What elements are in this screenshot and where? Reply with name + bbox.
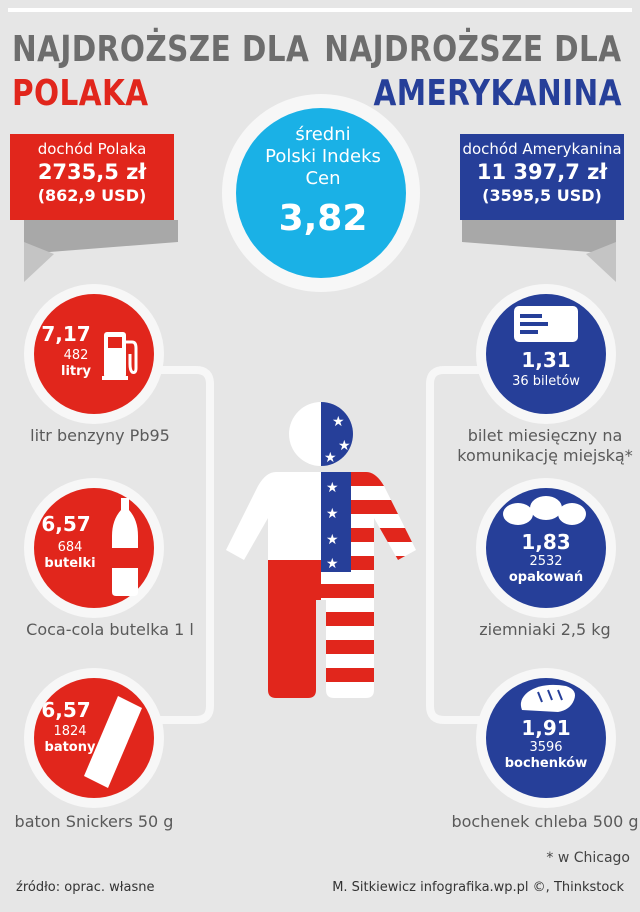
fuel-pump-icon xyxy=(102,332,138,380)
left-ribbon-fold xyxy=(24,220,178,254)
us-item-1-caption-2: komunikację miejską* xyxy=(457,446,633,465)
credits-text: M. Sitkiewicz infografika.wp.pl ©, Think… xyxy=(332,880,624,895)
bottle-icon xyxy=(112,498,138,596)
head-right xyxy=(321,402,353,466)
income-us-amount: 11 397,7 zł xyxy=(476,160,608,184)
right-header-top: NAJDROŻSZE DLA xyxy=(324,29,622,70)
svg-text:★: ★ xyxy=(324,450,337,466)
us-item-1-caption-1: bilet miesięczny na xyxy=(467,426,623,445)
income-pl-label: dochód Polaka xyxy=(37,140,147,158)
person-figure: ★ ★ ★ ★ ★ ★ ★ xyxy=(226,402,416,698)
pl-item-3-caption: baton Snickers 50 g xyxy=(14,812,174,831)
svg-text:★: ★ xyxy=(338,438,351,454)
svg-text:★: ★ xyxy=(326,506,339,522)
income-pl-box: dochód Polaka 2735,5 zł (862,9 USD) xyxy=(10,134,174,220)
us-item-2-count: 2532 xyxy=(529,554,563,569)
pl-item-1-caption: litr benzyny Pb95 xyxy=(30,426,170,445)
us-item-2-unit: opakowań xyxy=(508,570,584,585)
body-left-red xyxy=(268,560,321,698)
us-item-3-value: 1,91 xyxy=(521,716,571,740)
svg-text:★: ★ xyxy=(326,556,339,572)
head-left xyxy=(289,402,321,466)
index-disc xyxy=(236,108,406,278)
us-item-3-caption: bochenek chleba 500 g xyxy=(451,812,639,831)
pl-item-2-unit: butelki xyxy=(44,556,96,571)
us-item-3-count: 3596 xyxy=(529,740,563,755)
footnote: * w Chicago xyxy=(546,850,630,866)
pl-item-1-disc xyxy=(34,294,154,414)
pl-item-2-caption: Coca-cola butelka 1 l xyxy=(26,620,194,639)
pl-item-3-count: 1824 xyxy=(53,724,87,739)
pl-item-1-unit: litry xyxy=(60,364,91,379)
source-text: źródło: oprac. własne xyxy=(16,880,155,895)
income-us-label: dochód Amerykanina xyxy=(462,140,622,158)
income-us-box: dochód Amerykanina 11 397,7 zł (3595,5 U… xyxy=(460,134,624,220)
index-label-1: średni xyxy=(295,124,351,145)
ticket-card-icon xyxy=(514,306,578,342)
index-label-2: Polski Indeks xyxy=(265,146,381,167)
potatoes-icon xyxy=(503,496,586,525)
pl-item-3-value: 6,57 xyxy=(41,698,91,722)
left-header-bottom: POLAKA xyxy=(12,73,149,114)
index-text: średni Polski Indeks Cen 3,82 xyxy=(249,124,397,239)
income-pl-usd: (862,9 USD) xyxy=(37,186,147,205)
svg-text:★: ★ xyxy=(326,480,339,496)
right-connector xyxy=(426,366,490,724)
us-item-1-count: 36 biletów xyxy=(512,374,580,389)
index-value: 3,82 xyxy=(278,198,368,239)
pl-item-1-count: 482 xyxy=(63,348,89,363)
us-item-1-value: 1,31 xyxy=(521,348,571,372)
pl-item-2-value: 6,57 xyxy=(41,512,91,536)
index-label-3: Cen xyxy=(305,168,341,189)
pl-item-3-unit: batony xyxy=(44,740,96,755)
right-ribbon-tail xyxy=(586,242,616,282)
us-item-2-value: 1,83 xyxy=(521,530,571,554)
candy-bar-icon xyxy=(84,696,142,788)
right-header-bottom: AMERYKANINA xyxy=(373,73,622,114)
bread-icon xyxy=(520,684,575,712)
right-ribbon-fold xyxy=(462,220,616,254)
left-ribbon-tail xyxy=(24,242,54,282)
svg-text:★: ★ xyxy=(326,532,339,548)
us-item-3-unit: bochenków xyxy=(504,756,588,771)
svg-text:★: ★ xyxy=(332,414,345,430)
left-connector xyxy=(150,366,214,724)
pl-item-1-value: 7,17 xyxy=(41,322,91,346)
us-item-2-caption: ziemniaki 2,5 kg xyxy=(479,620,611,639)
left-header-top: NAJDROŻSZE DLA xyxy=(12,29,310,70)
income-pl-amount: 2735,5 zł xyxy=(37,160,147,184)
income-us-usd: (3595,5 USD) xyxy=(482,186,602,205)
pl-item-2-count: 684 xyxy=(57,540,83,555)
body-right-flag: ★ ★ ★ ★ xyxy=(321,472,416,698)
